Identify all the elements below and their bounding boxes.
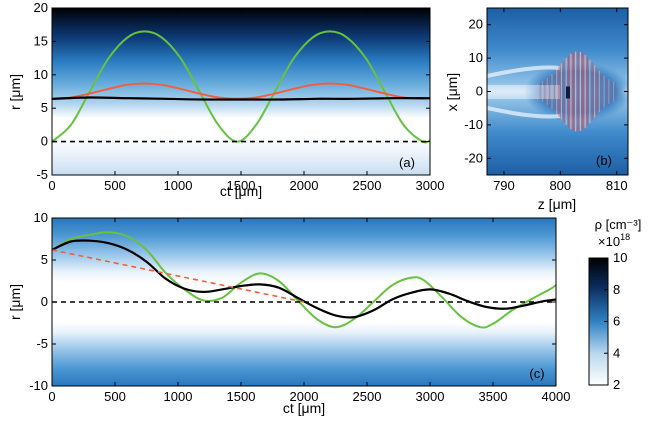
colorbar-multiplier-base: ×10 — [598, 234, 620, 249]
panel-b-ylabel: x [μm] — [444, 73, 460, 111]
panel-c-series-line-1 — [52, 239, 556, 319]
panel-c: 0 500 1000 1500 2000 2500 3000 3500 4000 -10 -5 0 5 1… — [7, 210, 570, 416]
colorbar-tick-label: 10 — [613, 250, 627, 265]
panel-c-xtick-label: 4000 — [542, 389, 571, 404]
panel-b-xtick-label: 800 — [549, 178, 571, 193]
panel-c-xtick-label: 1500 — [227, 389, 256, 404]
panel-c-label: (c) — [529, 366, 544, 381]
panel-a-xtick-label: 3000 — [416, 178, 445, 193]
panel-c-xtick-label: 3000 — [416, 389, 445, 404]
panel-a-ytick-label: 0 — [41, 134, 48, 149]
colorbar: ρ [cm⁻³] ×1018 2 4 6 8 10 — [588, 217, 642, 392]
panel-a-xtick-label: 1000 — [164, 178, 193, 193]
panel-c-ytick-label: 10 — [34, 210, 48, 225]
panel-a-xlabel: ct [μm] — [220, 183, 262, 199]
panel-b-ytick-label: -10 — [464, 117, 483, 132]
panel-a-label: (a) — [399, 155, 415, 170]
panel-a-series-line-0 — [52, 30, 430, 144]
panel-a-ytick-label: 5 — [41, 100, 48, 115]
panel-a-xtick-label: 500 — [104, 178, 126, 193]
colorbar-tick-label: 4 — [613, 345, 620, 360]
panel-a-xtick-label: 0 — [48, 178, 55, 193]
panel-c-ytick-label: 0 — [41, 294, 48, 309]
panel-c-xlabel: ct [μm] — [283, 400, 325, 416]
panel-c-ytick-label: -10 — [29, 378, 48, 393]
colorbar-tick-label: 6 — [613, 314, 620, 329]
panel-b-ytick-label: 20 — [469, 17, 483, 32]
colorbar-multiplier-exp: 18 — [620, 232, 630, 242]
panel-c-ylabel: r [μm] — [7, 284, 23, 320]
panel-b-label: (b) — [596, 153, 612, 168]
panel-b-xtick-label: 810 — [606, 178, 628, 193]
colorbar-label: ρ [cm⁻³] — [595, 217, 642, 232]
panel-a-background — [52, 8, 430, 175]
panel-a-series-line-2 — [52, 96, 430, 101]
panel-b-ytick-label: 0 — [476, 84, 483, 99]
panel-c-xtick-label: 500 — [104, 389, 126, 404]
panel-b-wake-lower — [487, 106, 561, 119]
colorbar-tick-label: 8 — [613, 282, 620, 297]
panel-a-xtick-label: 2500 — [353, 178, 382, 193]
colorbar-tick-label: 2 — [613, 377, 620, 392]
panel-a-ytick-label: 10 — [34, 67, 48, 82]
panel-b-ytick-label: -20 — [464, 150, 483, 165]
panel-a-ylabel: r [μm] — [7, 74, 23, 110]
panel-b-xtick-label: 790 — [493, 178, 515, 193]
panel-a-ytick-label: 15 — [34, 33, 48, 48]
panel-c-xtick-label: 2500 — [353, 389, 382, 404]
panel-a-xtick-label: 1500 — [227, 178, 256, 193]
panel-c-ytick-label: -5 — [36, 336, 48, 351]
panel-c-ytick-label: 5 — [41, 252, 48, 267]
panel-b-pulse-core — [565, 86, 570, 99]
panel-c-xtick-label: 1000 — [164, 389, 193, 404]
panel-c-xtick-label: 2000 — [290, 389, 319, 404]
panel-b: 790 800 810 -20 -10 0 10 20 (b) z [μm] x [μm] — [444, 7, 629, 212]
panel-b-ytick-label: 10 — [469, 50, 483, 65]
panel-c-xtick-label: 3500 — [479, 389, 508, 404]
panel-b-xlabel: z [μm] — [538, 196, 576, 212]
panel-c-series-line-2 — [52, 249, 305, 303]
colorbar-multiplier: ×1018 — [598, 232, 630, 249]
panel-b-wake-upper — [487, 65, 561, 78]
panel-a-ytick-label: -5 — [36, 167, 48, 182]
panel-c-series-line-0 — [52, 231, 556, 329]
panel-a-ytick-label: 20 — [34, 0, 48, 15]
panel-a-xtick-label: 2000 — [290, 178, 319, 193]
panel-c-xtick-label: 0 — [48, 389, 55, 404]
